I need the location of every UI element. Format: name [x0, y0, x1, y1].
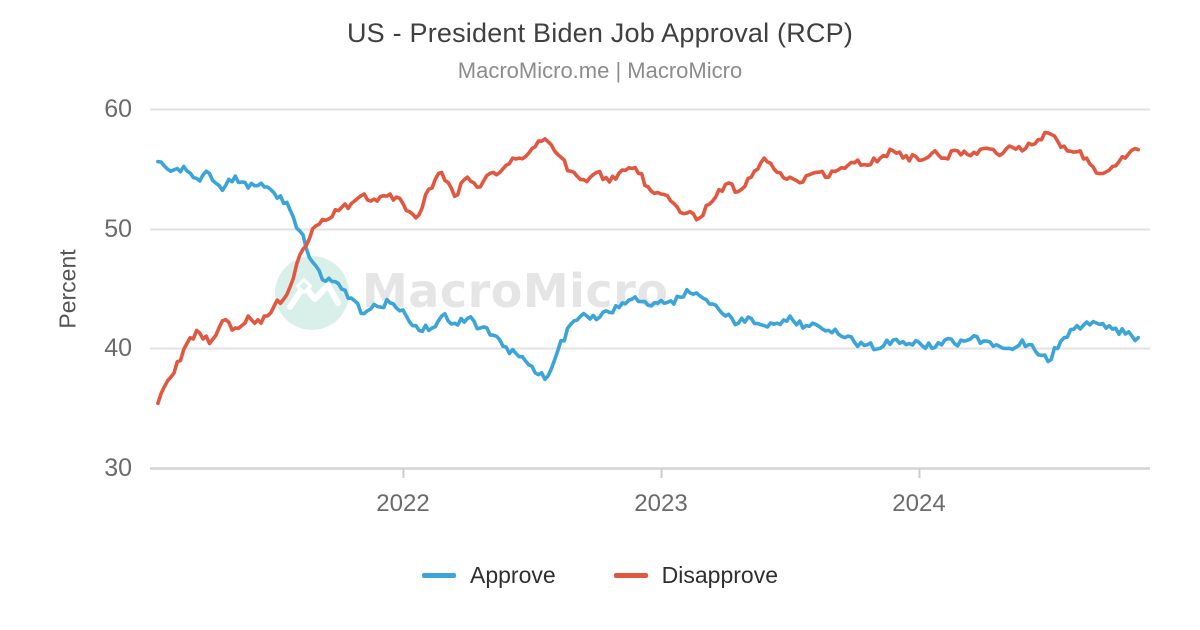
- x-tick-label: 2024: [892, 490, 946, 517]
- y-tick-label: 60: [104, 94, 132, 123]
- legend-item-disapprove[interactable]: Disapprove: [613, 561, 778, 589]
- legend-item-approve[interactable]: Approve: [421, 561, 556, 589]
- x-tick-label: 2022: [376, 490, 430, 517]
- x-tick-label: 2023: [634, 490, 688, 517]
- y-tick-label: 40: [104, 334, 132, 363]
- gridlines: [150, 108, 1150, 478]
- watermark-text: MacroMicro: [362, 264, 668, 318]
- macromicro-diamond-icon: [296, 278, 312, 294]
- legend: Approve Disapprove: [0, 558, 1200, 592]
- chart-title: US - President Biden Job Approval (RCP): [346, 18, 854, 48]
- series-lines: [156, 130, 1141, 406]
- legend-label: Approve: [469, 561, 556, 588]
- y-tick-label: 50: [104, 214, 132, 243]
- chart-subtitle: MacroMicro.me | MacroMicro: [457, 58, 743, 83]
- approve-line: [156, 159, 1141, 382]
- disapprove-line: [156, 130, 1141, 406]
- approve-swatch: [421, 572, 456, 578]
- disapprove-swatch: [613, 572, 648, 578]
- macromicro-mountain-icon: [287, 282, 341, 310]
- legend-label: Disapprove: [661, 561, 778, 588]
- y-tick-label: 30: [104, 454, 132, 482]
